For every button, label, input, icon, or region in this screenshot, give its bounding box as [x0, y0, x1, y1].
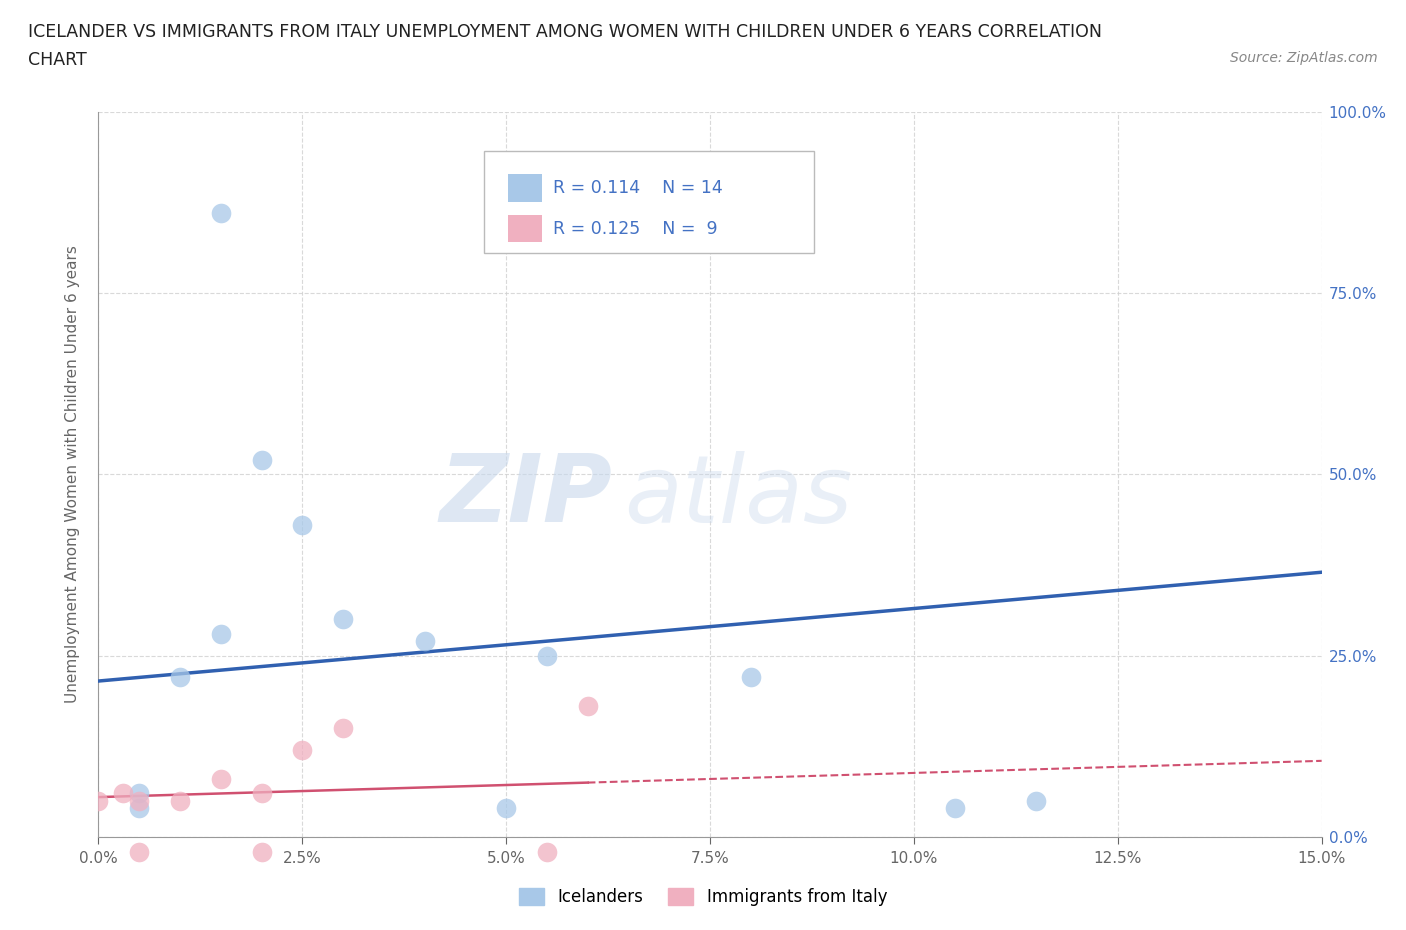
Point [87, 793, 110, 808]
Point [128, 786, 150, 801]
Point [169, 793, 191, 808]
Point [128, 793, 150, 808]
Point [943, 801, 966, 816]
Point [111, 786, 134, 801]
Point [250, 452, 273, 467]
Bar [508, 215, 543, 243]
Point [740, 670, 762, 684]
Point [291, 518, 314, 533]
Point [536, 844, 558, 859]
Text: R = 0.125    N =  9: R = 0.125 N = 9 [554, 219, 718, 238]
Text: ICELANDER VS IMMIGRANTS FROM ITALY UNEMPLOYMENT AMONG WOMEN WITH CHILDREN UNDER : ICELANDER VS IMMIGRANTS FROM ITALY UNEMP… [28, 23, 1102, 41]
Point [1025, 793, 1047, 808]
Point [291, 742, 314, 757]
Text: atlas: atlas [624, 450, 852, 541]
Point [536, 648, 558, 663]
Point [250, 844, 273, 859]
Point [128, 801, 150, 816]
Point [209, 206, 232, 220]
Point [209, 772, 232, 787]
Point [169, 670, 191, 684]
Text: R = 0.114    N = 14: R = 0.114 N = 14 [554, 179, 723, 197]
Text: Source: ZipAtlas.com: Source: ZipAtlas.com [1230, 51, 1378, 65]
FancyBboxPatch shape [484, 152, 814, 253]
Y-axis label: Unemployment Among Women with Children Under 6 years: Unemployment Among Women with Children U… [65, 246, 80, 703]
Point [209, 627, 232, 642]
Point [332, 612, 354, 627]
Legend: Icelanders, Immigrants from Italy: Icelanders, Immigrants from Italy [512, 881, 894, 912]
Text: ZIP: ZIP [439, 450, 612, 542]
Point [495, 801, 517, 816]
Bar [508, 174, 543, 202]
Point [576, 699, 599, 714]
Point [250, 786, 273, 801]
Text: CHART: CHART [28, 51, 87, 69]
Point [332, 721, 354, 736]
Point [413, 633, 436, 648]
Point [128, 844, 150, 859]
